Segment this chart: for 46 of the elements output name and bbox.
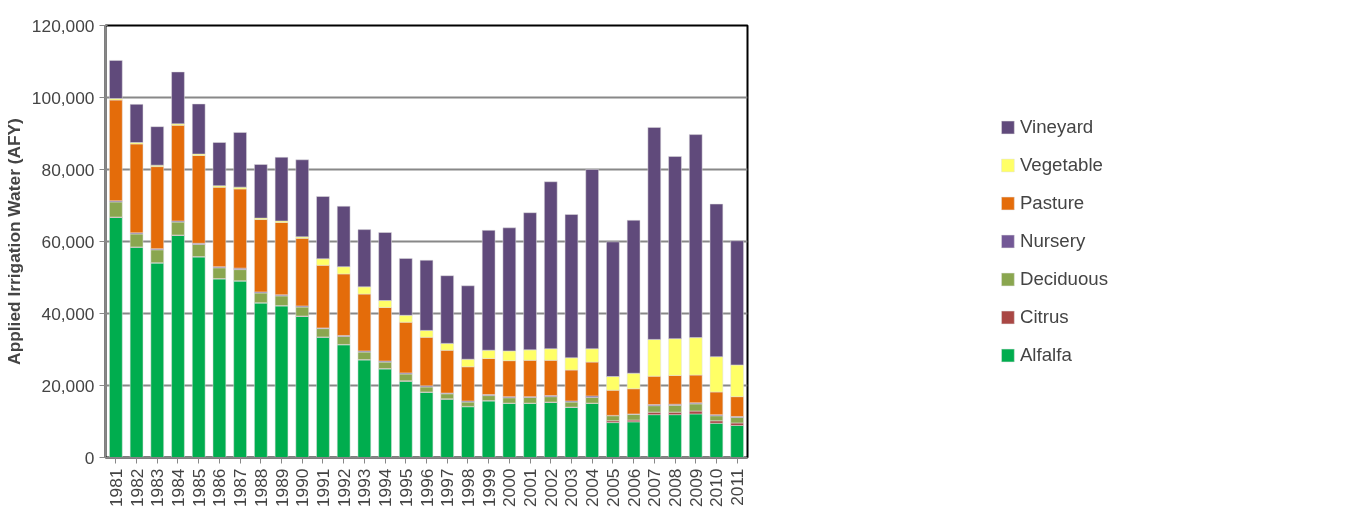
- legend-label: Vineyard: [1019, 116, 1094, 138]
- x-tick-label: 1981: [105, 468, 126, 508]
- y-tick-label: 80,000: [41, 159, 95, 180]
- x-tick-label: 1985: [188, 468, 209, 508]
- x-tick-label: 2001: [520, 468, 541, 508]
- x-tick-label: 1994: [375, 468, 396, 508]
- legend-label: Alfalfa: [1019, 344, 1072, 366]
- x-tick-label: 1990: [292, 468, 313, 508]
- x-tick-label: 2008: [665, 468, 686, 508]
- x-tick-label: 1992: [333, 468, 354, 508]
- x-tick-label: 1993: [354, 468, 375, 508]
- x-tick-label: 2004: [582, 468, 603, 508]
- x-tick-label: 1997: [437, 468, 458, 508]
- x-tick-label: 2011: [727, 468, 748, 506]
- y-tick-label: 120,000: [31, 15, 95, 36]
- y-tick-label: 0: [84, 447, 95, 468]
- legend-label: Nursery: [1019, 230, 1086, 252]
- y-axis-title: Applied Irrigation Water (AFY): [3, 118, 24, 365]
- x-tick-label: 1982: [126, 468, 147, 508]
- x-tick-label: 2007: [644, 468, 665, 508]
- legend-label: Pasture: [1019, 192, 1085, 214]
- x-tick-label: 1983: [147, 468, 168, 508]
- x-tick-label: 1998: [457, 468, 478, 508]
- x-tick-label: 1995: [395, 468, 416, 508]
- legend-label: Vegetable: [1019, 154, 1103, 176]
- y-tick-label: 100,000: [31, 87, 95, 108]
- x-tick-label: 2009: [685, 468, 706, 508]
- x-tick-label: 2002: [540, 468, 561, 508]
- x-tick-label: 1989: [271, 468, 292, 508]
- legend-label: Deciduous: [1019, 268, 1109, 290]
- x-tick-label: 1991: [312, 468, 333, 508]
- legend-label: Citrus: [1019, 306, 1069, 328]
- x-tick-label: 2010: [706, 468, 727, 508]
- x-tick-label: 1988: [250, 468, 271, 508]
- x-tick-label: 2005: [602, 468, 623, 508]
- y-tick-label: 40,000: [41, 303, 95, 324]
- x-tick-label: 1984: [167, 468, 188, 508]
- x-tick-label: 1996: [416, 468, 437, 508]
- x-tick-label: 1987: [230, 468, 251, 508]
- x-tick-label: 2006: [623, 468, 644, 508]
- x-tick-label: 2000: [499, 468, 520, 508]
- x-tick-label: 2003: [561, 468, 582, 508]
- x-tick-label: 1986: [209, 468, 230, 508]
- x-tick-label: 1999: [478, 468, 499, 508]
- y-tick-label: 20,000: [41, 375, 95, 396]
- y-tick-label: 60,000: [41, 231, 95, 252]
